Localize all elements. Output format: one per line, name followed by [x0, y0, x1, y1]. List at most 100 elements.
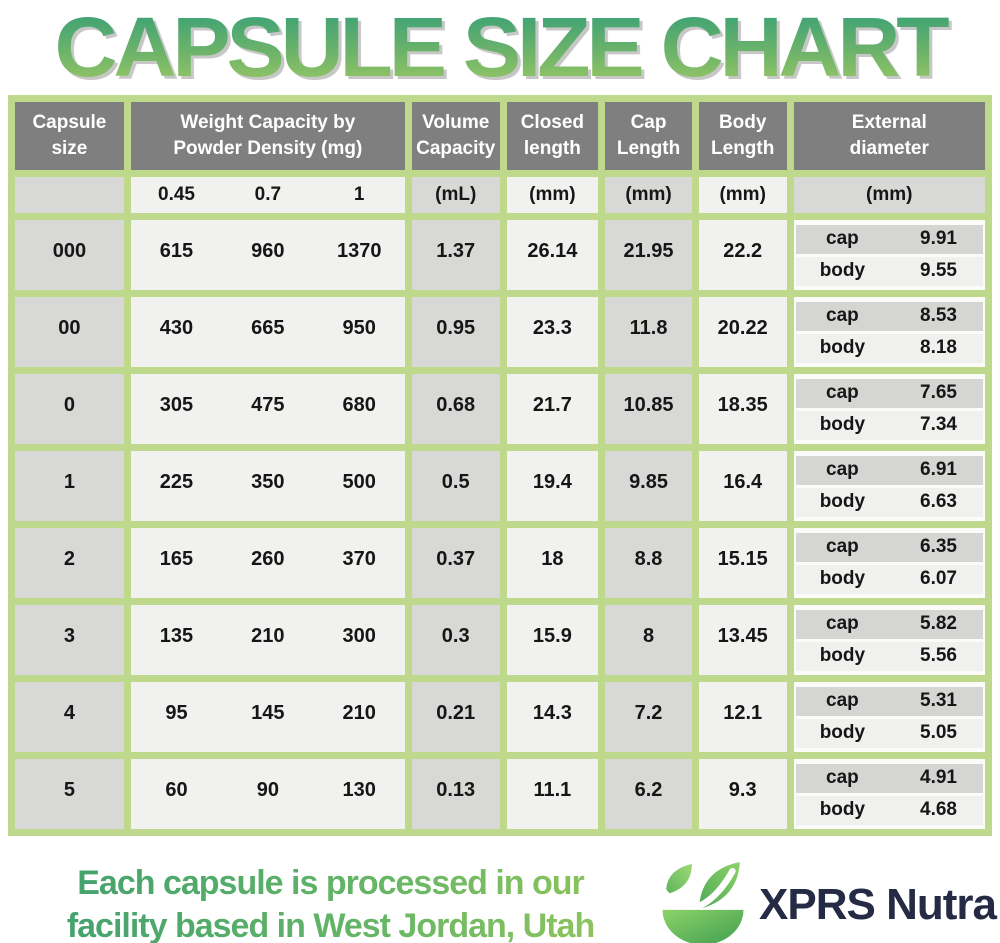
cap-diameter-value: 5.82 [920, 613, 957, 634]
header-cap-length: Cap Length [605, 102, 692, 170]
weight-capacity-cell: 225 350 500 [130, 451, 405, 521]
header-capsule-size: Capsule size [15, 102, 124, 170]
weight-1-value: 1370 [336, 239, 382, 262]
header-volume-capacity: Volume Capacity [411, 102, 500, 170]
body-diameter-value: 8.18 [920, 337, 957, 358]
body-diameter-value: 6.63 [920, 491, 957, 512]
cap-length-cell: 21.95 [605, 220, 692, 290]
body-label: body [819, 337, 866, 358]
table-row: 1 225 350 500 0.5 19.4 9.85 16.4 cap 6.9… [15, 451, 985, 521]
weight-07-value: 350 [251, 470, 285, 493]
header-row: Capsule size Weight Capacity by Powder D… [15, 102, 985, 170]
volume-capacity-cell: 1.37 [411, 220, 500, 290]
footer: Each capsule is processed in our facilit… [0, 858, 1000, 943]
header-closed-length: Closed length [506, 102, 599, 170]
volume-capacity-cell: 0.3 [411, 605, 500, 675]
weight-1-value: 210 [342, 701, 376, 724]
cap-length-cell: 8.8 [605, 528, 692, 598]
cap-label: cap [826, 228, 859, 249]
weight-045-value: 615 [159, 239, 194, 262]
cap-diameter-value: 9.91 [920, 228, 957, 249]
body-length-cell: 13.45 [698, 605, 787, 675]
units-row: 0.45 0.7 1 (mL) (mm) (mm) (mm) (mm) [15, 177, 985, 213]
external-body-subrow: body 6.07 [795, 564, 983, 594]
cap-length-cell: 9.85 [605, 451, 692, 521]
brand-logo: XPRS Nutra [657, 858, 997, 943]
cap-label: cap [826, 305, 859, 326]
density-045-label: 0.45 [158, 184, 195, 205]
external-cap-subrow: cap 6.35 [795, 532, 983, 562]
closed-length-cell: 26.14 [506, 220, 599, 290]
weight-07-value: 260 [251, 547, 285, 570]
volume-capacity-cell: 0.5 [411, 451, 500, 521]
weight-045-value: 430 [159, 316, 194, 339]
weight-07-value: 90 [256, 778, 279, 801]
body-diameter-value: 5.56 [920, 645, 957, 666]
body-diameter-value: 7.34 [920, 414, 957, 435]
capsule-size-cell: 0 [15, 374, 124, 444]
weight-capacity-cell: 165 260 370 [130, 528, 405, 598]
weight-07-value: 960 [251, 239, 285, 262]
external-cap-subrow: cap 9.91 [795, 224, 983, 254]
external-body-subrow: body 7.34 [795, 410, 983, 440]
external-cap-subrow: cap 5.31 [795, 686, 983, 716]
body-label: body [819, 414, 866, 435]
body-length-cell: 22.2 [698, 220, 787, 290]
body-length-cell: 12.1 [698, 682, 787, 752]
header-body-length: Body Length [698, 102, 787, 170]
external-cap-subrow: cap 8.53 [795, 301, 983, 331]
closed-length-cell: 15.9 [506, 605, 599, 675]
table-row: 4 95 145 210 0.21 14.3 7.2 12.1 cap 5.31… [15, 682, 985, 752]
units-densities: 0.45 0.7 1 [130, 177, 405, 213]
external-cap-subrow: cap 5.82 [795, 609, 983, 639]
body-label: body [819, 491, 866, 512]
weight-1-value: 500 [342, 470, 376, 493]
brand-name: XPRS Nutra [759, 879, 997, 929]
body-length-cell: 18.35 [698, 374, 787, 444]
density-1-label: 1 [353, 184, 365, 205]
capsule-size-cell: 5 [15, 759, 124, 829]
external-body-subrow: body 8.18 [795, 333, 983, 363]
table-row: 5 60 90 130 0.13 11.1 6.2 9.3 cap 4.91 b… [15, 759, 985, 829]
volume-capacity-cell: 0.13 [411, 759, 500, 829]
closed-length-cell: 21.7 [506, 374, 599, 444]
cap-diameter-value: 6.91 [920, 459, 957, 480]
cap-diameter-value: 8.53 [920, 305, 957, 326]
closed-length-cell: 11.1 [506, 759, 599, 829]
body-length-cell: 20.22 [698, 297, 787, 367]
cap-length-cell: 11.8 [605, 297, 692, 367]
external-body-subrow: body 6.63 [795, 487, 983, 517]
closed-length-cell: 14.3 [506, 682, 599, 752]
table-row: 0 305 475 680 0.68 21.7 10.85 18.35 cap … [15, 374, 985, 444]
weight-capacity-cell: 60 90 130 [130, 759, 405, 829]
external-diameter-cell: cap 4.91 body 4.68 [793, 759, 985, 829]
external-diameter-cell: cap 6.91 body 6.63 [793, 451, 985, 521]
weight-045-value: 305 [159, 393, 194, 416]
external-body-subrow: body 5.05 [795, 718, 983, 748]
external-diameter-cell: cap 7.65 body 7.34 [793, 374, 985, 444]
volume-capacity-cell: 0.68 [411, 374, 500, 444]
header-external-diameter: External diameter [793, 102, 985, 170]
cap-label: cap [826, 613, 859, 634]
cap-label: cap [826, 536, 859, 557]
capsule-size-table: Capsule size Weight Capacity by Powder D… [8, 95, 992, 836]
capsule-size-cell: 00 [15, 297, 124, 367]
external-body-subrow: body 9.55 [795, 256, 983, 286]
mortar-leaf-icon [657, 858, 749, 943]
weight-capacity-cell: 615 960 1370 [130, 220, 405, 290]
weight-capacity-cell: 305 475 680 [130, 374, 405, 444]
external-body-subrow: body 4.68 [795, 795, 983, 825]
volume-capacity-cell: 0.21 [411, 682, 500, 752]
body-diameter-value: 5.05 [920, 722, 957, 743]
table-row: 2 165 260 370 0.37 18 8.8 15.15 cap 6.35… [15, 528, 985, 598]
footer-caption-line2: facility based in West Jordan, Utah [66, 906, 595, 943]
weight-1-value: 300 [342, 624, 376, 647]
body-length-cell: 16.4 [698, 451, 787, 521]
cap-length-cell: 6.2 [605, 759, 692, 829]
weight-045-value: 165 [159, 547, 194, 570]
table-row: 3 135 210 300 0.3 15.9 8 13.45 cap 5.82 … [15, 605, 985, 675]
capsule-size-cell: 000 [15, 220, 124, 290]
table-row: 000 615 960 1370 1.37 26.14 21.95 22.2 c… [15, 220, 985, 290]
external-diameter-cell: cap 8.53 body 8.18 [793, 297, 985, 367]
body-diameter-value: 9.55 [920, 260, 957, 281]
